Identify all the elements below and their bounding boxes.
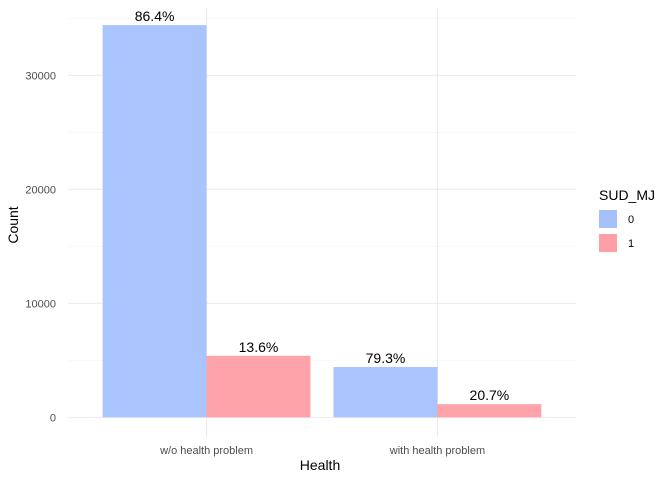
data-label: 13.6% [239, 339, 279, 355]
y-tick-label: 20000 [25, 184, 56, 196]
legend-title: SUD_MJ [599, 187, 655, 203]
legend: SUD_MJ 0 1 [599, 187, 655, 252]
y-tick-label: 10000 [25, 298, 56, 310]
bar-0-1 [333, 366, 438, 418]
x-tick-label: w/o health problem [159, 445, 253, 457]
data-label: 86.4% [135, 8, 175, 24]
data-label: 20.7% [470, 387, 510, 403]
legend-key-1 [599, 234, 617, 252]
bar-1-0 [206, 355, 311, 418]
bar-1-1 [437, 404, 542, 418]
y-tick-label: 30000 [25, 70, 56, 82]
bar-layer [102, 25, 542, 418]
legend-label-1: 1 [628, 238, 634, 250]
x-tick-label: with health problem [389, 445, 485, 457]
bar-0-0 [102, 25, 207, 418]
legend-label-0: 0 [628, 214, 634, 226]
legend-key-0 [599, 210, 617, 228]
y-tick-label: 0 [50, 412, 56, 424]
x-axis-title: Health [300, 457, 340, 473]
y-axis-title: Count [5, 206, 21, 243]
data-label: 79.3% [366, 350, 406, 366]
axis-layer: 0 10000 20000 30000 w/o health problem with h… [25, 70, 485, 457]
data-label-layer: 86.4% 79.3% 13.6% 20.7% [135, 8, 510, 403]
